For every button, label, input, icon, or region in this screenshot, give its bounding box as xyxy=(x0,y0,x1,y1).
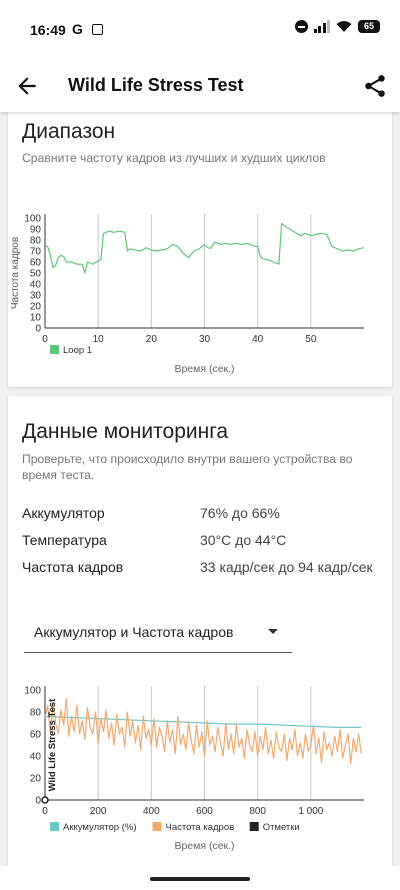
chevron-down-icon xyxy=(268,629,278,634)
x-tick-label: 200 xyxy=(90,806,107,817)
monitoring-chart: 0 200 400 600 800 1 000 0 20 40 60 80 100 Аккумулято… xyxy=(24,686,364,852)
framerate-value: 33 кадр/сек до 94 кадр/сек xyxy=(200,559,373,575)
fps-range-chart: 0 10 20 30 40 500102030405060708090100Частота… xyxy=(10,214,365,375)
framerate-label: Частота кадров xyxy=(22,559,124,575)
legend-label: Аккумулятор (%) xyxy=(63,822,137,833)
x-tick-label: 0 xyxy=(42,806,48,817)
range-title: Диапазон xyxy=(22,120,116,143)
y-tick-label: 20 xyxy=(30,302,42,313)
marker-point xyxy=(41,796,49,804)
y-tick-label: 40 xyxy=(30,752,42,763)
battery-value: 76% до 66% xyxy=(200,505,280,521)
y-tick-label: 50 xyxy=(30,269,42,280)
monitoring-title: Данные мониторинга xyxy=(22,420,229,443)
y-tick-label: 90 xyxy=(30,225,42,236)
x-tick-label: 10 xyxy=(93,334,105,345)
wifi-icon xyxy=(336,21,352,32)
y-tick-label: 10 xyxy=(30,313,42,324)
y-tick-label: 0 xyxy=(35,324,41,335)
y-tick-label: 80 xyxy=(30,708,42,719)
share-icon[interactable] xyxy=(362,73,388,99)
legend-label: Отметки xyxy=(263,822,300,833)
y-tick-label: 70 xyxy=(30,247,42,258)
x-tick-label: 400 xyxy=(143,806,160,817)
status-time: 16:49 xyxy=(30,22,66,38)
calendar-icon xyxy=(92,24,103,35)
y-tick-label: 30 xyxy=(30,291,42,302)
legend-swatch xyxy=(249,822,259,831)
y-tick-label: 100 xyxy=(24,214,41,225)
x-tick-label: 0 xyxy=(42,334,48,345)
y-tick-label: 60 xyxy=(30,258,42,269)
app-bar: Wild Life Stress Test xyxy=(0,60,400,112)
page-title: Wild Life Stress Test xyxy=(68,75,244,95)
do-not-disturb-icon xyxy=(294,20,308,33)
y-tick-label: 0 xyxy=(35,796,41,807)
legend-label: Loop 1 xyxy=(63,345,92,356)
back-arrow-icon[interactable] xyxy=(14,73,40,99)
series-line xyxy=(44,698,362,765)
y-tick-label: 20 xyxy=(30,774,42,785)
range-subtitle: Сравните частоту кадров из лучших и худш… xyxy=(22,151,326,165)
status-icons: 65 xyxy=(294,20,380,33)
battery-icon: 65 xyxy=(358,20,380,33)
y-tick-label: 60 xyxy=(30,730,42,741)
y-tick-label: 100 xyxy=(24,686,41,697)
series-line xyxy=(44,222,365,274)
status-bar: 16:49 G 65 xyxy=(0,0,400,60)
monitoring-subtitle: Проверьте, что происходило внутри вашего… xyxy=(22,452,353,482)
y-tick-label: 40 xyxy=(30,280,42,291)
signal-icon xyxy=(313,20,330,33)
x-tick-label: 600 xyxy=(196,806,213,817)
legend-swatch xyxy=(50,822,59,831)
legend-swatch xyxy=(152,822,162,831)
range-card: Диапазон Сравните частоту кадров из лучш… xyxy=(8,104,392,387)
google-icon: G xyxy=(72,21,83,37)
x-axis-label: Время (сек.) xyxy=(174,363,234,375)
x-tick-label: 50 xyxy=(305,334,317,345)
x-tick-label: 1 000 xyxy=(298,806,323,817)
gesture-nav-bar xyxy=(0,866,400,890)
x-axis-label: Время (сек.) xyxy=(174,840,234,852)
metric-dropdown[interactable]: Аккумулятор и Частота кадров xyxy=(24,616,292,653)
x-tick-label: 800 xyxy=(249,806,266,817)
temperature-value: 30°C до 44°C xyxy=(200,532,287,548)
legend-swatch xyxy=(50,345,59,354)
marker-annotation: Wild Life Stress Test xyxy=(47,698,58,791)
y-tick-label: 80 xyxy=(30,236,42,247)
series-line xyxy=(44,715,362,729)
monitoring-card: Данные мониторинга Проверьте, что происх… xyxy=(8,396,392,866)
dropdown-selected: Аккумулятор и Частота кадров xyxy=(34,624,234,640)
x-tick-label: 20 xyxy=(146,334,158,345)
x-tick-label: 40 xyxy=(252,334,264,345)
battery-label: Аккумулятор xyxy=(22,505,105,521)
temperature-label: Температура xyxy=(22,532,107,548)
home-indicator[interactable] xyxy=(150,877,250,881)
y-axis-label: Частота кадров xyxy=(10,237,21,309)
legend-label: Частота кадров xyxy=(166,822,235,833)
x-tick-label: 30 xyxy=(199,334,211,345)
